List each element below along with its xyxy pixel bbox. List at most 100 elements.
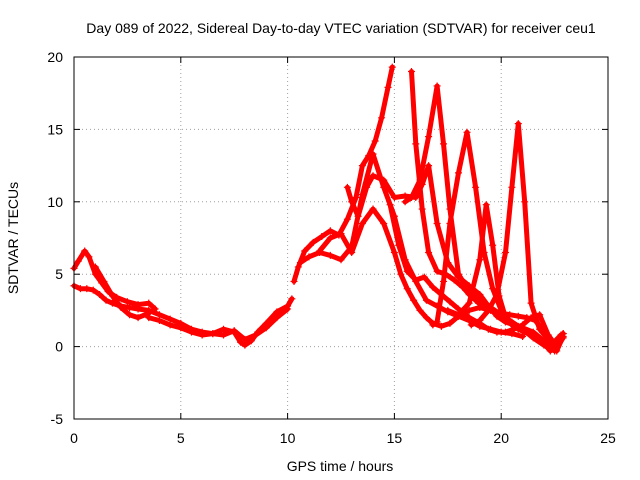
data-point bbox=[262, 319, 270, 327]
series-trace-3 bbox=[91, 263, 153, 322]
data-point bbox=[89, 286, 97, 294]
data-point bbox=[352, 193, 360, 201]
data-point bbox=[102, 296, 110, 304]
data-point bbox=[482, 201, 490, 209]
series-layer bbox=[70, 63, 567, 355]
data-point bbox=[465, 306, 473, 314]
data-point bbox=[493, 290, 501, 298]
data-point bbox=[230, 328, 238, 336]
data-point bbox=[521, 328, 529, 336]
data-point bbox=[390, 193, 398, 201]
data-point bbox=[446, 319, 454, 327]
data-point bbox=[484, 306, 492, 314]
data-point bbox=[440, 277, 448, 285]
data-point bbox=[187, 328, 195, 336]
data-point bbox=[198, 331, 206, 339]
data-point bbox=[337, 230, 345, 238]
data-point bbox=[527, 299, 535, 307]
data-point bbox=[476, 256, 484, 264]
data-point bbox=[337, 256, 345, 264]
x-tick-labels: 0 5 10 15 20 25 bbox=[70, 430, 616, 446]
data-point bbox=[501, 248, 509, 256]
series-trace-13 bbox=[444, 201, 567, 355]
data-point bbox=[450, 276, 458, 284]
data-point bbox=[407, 67, 415, 75]
data-point bbox=[476, 317, 484, 325]
data-point bbox=[85, 253, 93, 261]
data-point bbox=[425, 248, 433, 256]
data-point bbox=[123, 298, 131, 306]
data-point bbox=[390, 248, 398, 256]
data-point bbox=[294, 263, 302, 271]
data-point bbox=[290, 277, 298, 285]
x-tick-label: 25 bbox=[600, 430, 616, 446]
data-point bbox=[388, 63, 396, 71]
data-point bbox=[369, 172, 377, 180]
data-point bbox=[514, 120, 522, 128]
data-point bbox=[343, 215, 351, 223]
data-point bbox=[514, 312, 522, 320]
data-point bbox=[326, 251, 334, 259]
y-tick-label: 20 bbox=[47, 49, 63, 65]
data-point bbox=[380, 176, 388, 184]
data-point bbox=[446, 298, 454, 306]
data-point bbox=[463, 128, 471, 136]
data-point bbox=[444, 306, 452, 314]
data-point bbox=[305, 253, 313, 261]
data-point bbox=[501, 328, 509, 336]
data-point bbox=[440, 140, 448, 148]
y-tick-label: 5 bbox=[55, 266, 63, 282]
data-point bbox=[209, 330, 217, 338]
data-point bbox=[134, 305, 142, 313]
data-point bbox=[309, 238, 317, 246]
data-point bbox=[326, 234, 334, 242]
data-point bbox=[429, 283, 437, 291]
data-point bbox=[536, 335, 544, 343]
data-point bbox=[358, 162, 366, 170]
data-point bbox=[553, 340, 561, 348]
data-point bbox=[155, 317, 163, 325]
data-point bbox=[326, 227, 334, 235]
data-point bbox=[467, 321, 475, 329]
data-point bbox=[76, 285, 84, 293]
data-point bbox=[369, 150, 377, 158]
data-point bbox=[465, 314, 473, 322]
data-point bbox=[416, 176, 424, 184]
x-tick-label: 15 bbox=[387, 430, 403, 446]
data-point bbox=[553, 347, 561, 355]
series-trace-4 bbox=[145, 295, 296, 349]
data-point bbox=[126, 304, 134, 312]
y-tick-label: 10 bbox=[47, 194, 63, 210]
data-point bbox=[472, 183, 480, 191]
data-point bbox=[508, 321, 516, 329]
y-axis-label: SDTVAR / TECUs bbox=[5, 182, 21, 294]
data-point bbox=[454, 311, 462, 319]
data-point bbox=[380, 220, 388, 228]
data-point bbox=[369, 205, 377, 213]
data-point bbox=[433, 82, 441, 90]
data-point bbox=[412, 140, 420, 148]
data-point bbox=[91, 263, 99, 271]
data-point bbox=[284, 302, 292, 310]
data-point bbox=[371, 137, 379, 145]
x-tick-label: 20 bbox=[493, 430, 509, 446]
data-point bbox=[397, 270, 405, 278]
data-point bbox=[348, 198, 356, 206]
data-point bbox=[134, 314, 142, 322]
data-point bbox=[145, 299, 153, 307]
plot-frame bbox=[73, 56, 609, 420]
data-point bbox=[425, 162, 433, 170]
data-point bbox=[544, 335, 552, 343]
data-point bbox=[96, 290, 104, 298]
data-point bbox=[446, 220, 454, 228]
data-point bbox=[363, 183, 371, 191]
series-line bbox=[71, 283, 291, 342]
data-point bbox=[433, 267, 441, 275]
data-point bbox=[220, 325, 228, 333]
data-point bbox=[416, 306, 424, 314]
data-point bbox=[177, 324, 185, 332]
data-point bbox=[403, 267, 411, 275]
data-point bbox=[493, 328, 501, 336]
data-point bbox=[514, 325, 522, 333]
